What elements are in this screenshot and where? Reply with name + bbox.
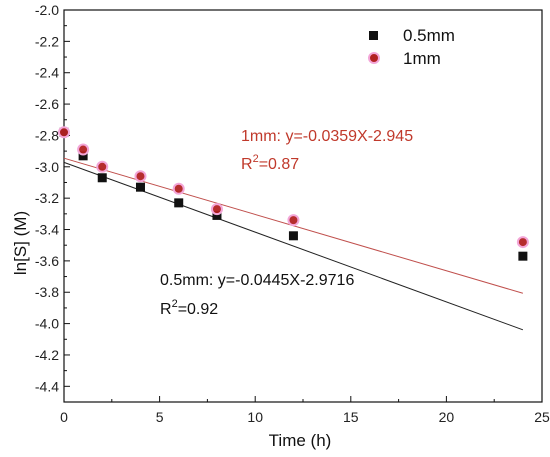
y-tick-label--2-4: -2.4 (35, 65, 59, 81)
data-point-1mm-6 (287, 214, 300, 227)
legend-marker-0-5mm (369, 31, 378, 40)
x-tick-label-15: 15 (343, 409, 359, 425)
data-point-1mm-2 (96, 160, 109, 173)
fit-annotation-0-5mm: 0.5mm: y=-0.0445X-2.9716 R2=0.92 (160, 272, 354, 318)
fit-lines (63, 157, 524, 331)
y-tick-label--4-2: -4.2 (35, 347, 59, 363)
y-tick-label--3-8: -3.8 (35, 284, 59, 300)
legend-label-1mm: 1mm (403, 49, 441, 68)
plot-frame (63, 9, 543, 403)
y-tick-label--2-8: -2.8 (35, 127, 59, 143)
axes: 0 5 10 15 20 25 -2.0 -2.2 -2.4 -2.6 -2.8 -3.0 -3.2 -3… (35, 2, 550, 425)
fit-line-0-5mm (63, 161, 524, 331)
y-tick-label--3-6: -3.6 (35, 253, 59, 269)
data-point-0-5mm-1 (78, 151, 88, 161)
data-point-1mm-4 (172, 182, 185, 195)
fit-equation-0-5mm: 0.5mm: y=-0.0445X-2.9716 (160, 272, 354, 289)
data-point-1mm-7 (516, 236, 529, 249)
y-tick-label--4: -4.0 (35, 316, 59, 332)
y-tick-label--2: -2.0 (35, 2, 59, 18)
data-point-0-5mm-4 (174, 198, 184, 208)
x-tick-label-0: 0 (60, 409, 68, 425)
y-tick-label--4-4: -4.4 (35, 378, 59, 394)
x-tick-label-10: 10 (247, 409, 263, 425)
x-tick-label-20: 20 (439, 409, 455, 425)
fit-r2-0-5mm: R2=0.92 (160, 298, 218, 318)
y-tick-label--2-2: -2.2 (35, 33, 59, 49)
fit-equation-1mm: 1mm: y=-0.0359X-2.945 (241, 128, 413, 145)
legend-marker-1mm (368, 52, 380, 64)
x-tick-label-25: 25 (534, 409, 550, 425)
fit-annotation-1mm: 1mm: y=-0.0359X-2.945 R2=0.87 (241, 128, 413, 173)
y-axis-label: ln[S] (M) (11, 211, 30, 275)
data-point-1mm-0 (58, 126, 70, 139)
y-tick-label--3-2: -3.2 (35, 190, 59, 206)
x-axis-label: Time (h) (269, 431, 332, 450)
data-points (58, 126, 529, 261)
y-tick-label--2-6: -2.6 (35, 96, 59, 112)
data-point-0-5mm-2 (97, 173, 107, 183)
y-tick-label--3: -3.0 (35, 159, 59, 175)
data-point-0-5mm-5 (212, 210, 222, 220)
data-point-0-5mm-3 (135, 182, 145, 192)
data-point-0-5mm-6 (288, 231, 298, 241)
data-point-1mm-1 (77, 143, 90, 156)
data-point-1mm-3 (134, 170, 147, 183)
legend-label-0-5mm: 0.5mm (403, 26, 455, 45)
fit-r2-1mm: R2=0.87 (241, 153, 299, 173)
y-tick-label--3-4: -3.4 (35, 222, 59, 238)
data-point-0-5mm-7 (518, 251, 528, 261)
data-point-1mm-5 (210, 203, 223, 216)
legend: 0.5mm 1mm (368, 26, 455, 68)
x-tick-label-5: 5 (156, 409, 164, 425)
